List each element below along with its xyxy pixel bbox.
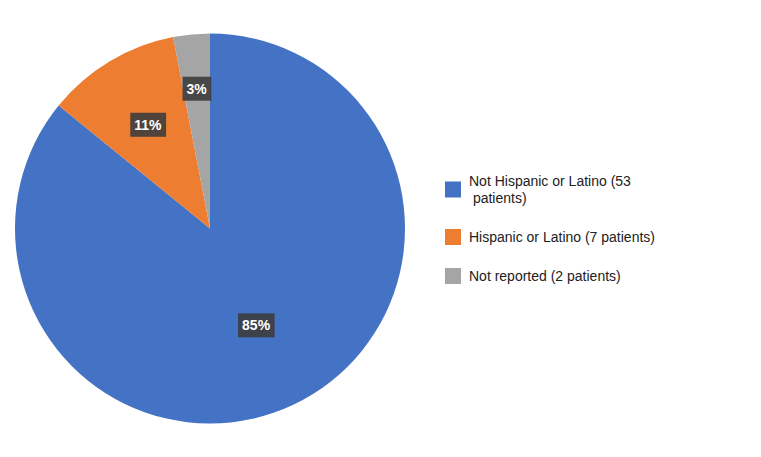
data-label: 3% <box>187 81 208 97</box>
data-label: 85% <box>242 317 271 333</box>
pie-slice <box>173 34 210 229</box>
legend: Not Hispanic or Latino (53 patients) Hisp… <box>445 173 655 284</box>
pie-slice <box>15 34 405 424</box>
data-labels: 85% 11% 3% <box>130 77 274 338</box>
data-label: 11% <box>134 117 162 133</box>
data-label-background <box>183 77 212 101</box>
data-label-background <box>238 313 275 337</box>
data-label-group: 85% <box>238 313 275 337</box>
legend-label-line: Not reported (2 patients) <box>469 268 621 284</box>
data-label-group: 11% <box>130 113 166 137</box>
legend-label: Not Hispanic or Latino (53 patients) <box>469 173 631 206</box>
legend-label-line: patients) <box>469 190 527 206</box>
data-label-background <box>130 113 166 137</box>
legend-swatch <box>445 182 461 198</box>
legend-item: Not Hispanic or Latino (53 patients) <box>445 173 631 206</box>
legend-swatch <box>445 229 461 245</box>
pie <box>15 34 405 424</box>
legend-label: Hispanic or Latino (7 patients) <box>469 229 655 245</box>
legend-swatch <box>445 268 461 284</box>
chart: 85% 11% 3% Not Hispanic or Latino (53 patie… <box>0 0 761 457</box>
legend-item: Hispanic or Latino (7 patients) <box>445 229 655 245</box>
legend-label-line: Not Hispanic or Latino (53 <box>469 173 631 189</box>
legend-item: Not reported (2 patients) <box>445 268 621 284</box>
data-label-group: 3% <box>183 77 212 101</box>
legend-label: Not reported (2 patients) <box>469 268 621 284</box>
legend-label-line: Hispanic or Latino (7 patients) <box>469 229 655 245</box>
